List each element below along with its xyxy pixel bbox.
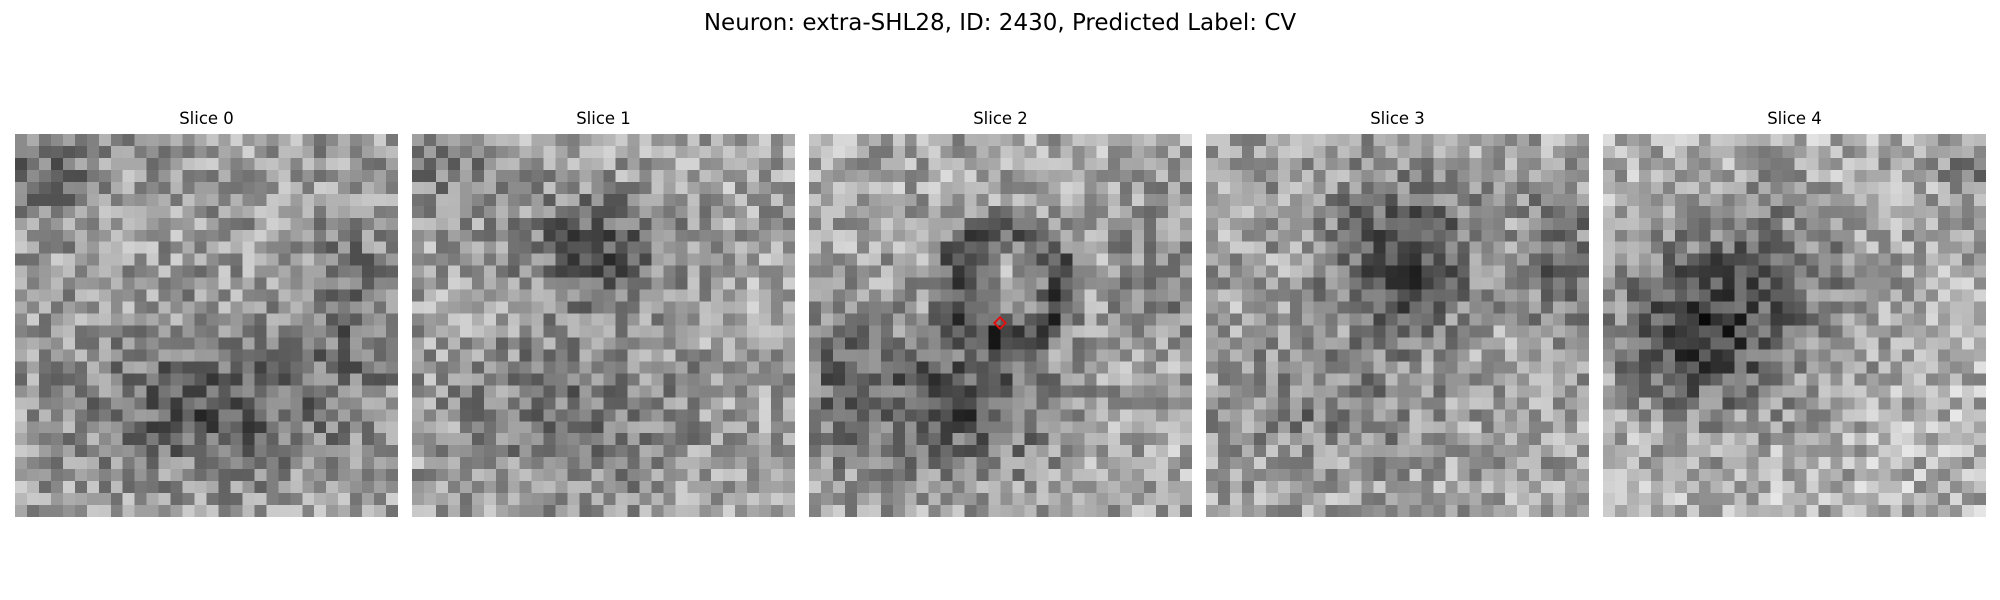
slice-image xyxy=(15,134,398,517)
slice-title: Slice 0 xyxy=(179,109,234,128)
slice-image xyxy=(809,134,1192,517)
slice-image xyxy=(1603,134,1986,517)
slice-title: Slice 1 xyxy=(576,109,631,128)
slice-title: Slice 4 xyxy=(1767,109,1822,128)
slice-title: Slice 3 xyxy=(1370,109,1425,128)
slice-title: Slice 2 xyxy=(973,109,1028,128)
slice-image xyxy=(1206,134,1589,517)
slice-image xyxy=(412,134,795,517)
figure-title: Neuron: extra-SHL28, ID: 2430, Predicted… xyxy=(703,10,1297,36)
